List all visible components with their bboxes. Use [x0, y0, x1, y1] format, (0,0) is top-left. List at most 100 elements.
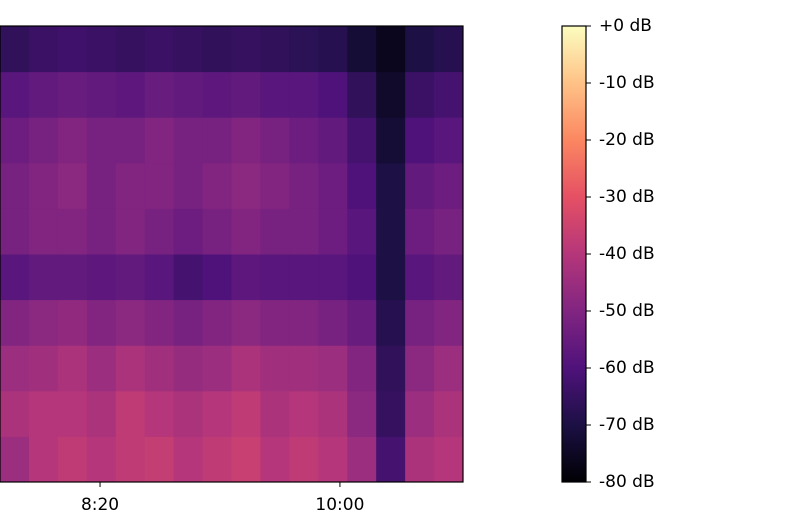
- x-tick-label: 8:20: [81, 495, 119, 515]
- spectrogram-cell: [28, 208, 59, 255]
- colorbar-tick-label: +0 dB: [599, 16, 652, 36]
- spectrogram-cell: [318, 117, 348, 164]
- spectrogram-cell: [434, 71, 464, 118]
- spectrogram-cell: [173, 254, 204, 301]
- spectrogram-cell: [318, 208, 348, 255]
- spectrogram-cell: [289, 26, 319, 73]
- spectrogram-cell: [318, 254, 348, 301]
- spectrogram-cell: [260, 117, 290, 164]
- spectrogram-cell: [231, 254, 261, 301]
- spectrogram-cell: [376, 117, 406, 164]
- spectrogram-cell: [57, 162, 88, 209]
- spectrogram-cell: [57, 117, 88, 164]
- spectrogram-cell: [231, 162, 261, 209]
- spectrogram-cell: [0, 436, 30, 483]
- spectrogram-cell: [434, 208, 464, 255]
- spectrogram-cell: [347, 299, 377, 346]
- spectrogram-cell: [318, 390, 348, 437]
- spectrogram-cell: [86, 208, 117, 255]
- spectrogram-cell: [173, 162, 204, 209]
- spectrogram-cell: [115, 299, 146, 346]
- spectrogram-cell: [405, 162, 435, 209]
- spectrogram-cell: [405, 254, 435, 301]
- spectrogram-cell: [28, 345, 59, 392]
- spectrogram-cell: [289, 117, 319, 164]
- spectrogram-cell: [260, 254, 290, 301]
- spectrogram-cell: [86, 254, 117, 301]
- spectrogram-cell: [202, 117, 232, 164]
- spectrogram-cell: [86, 345, 117, 392]
- spectrogram-cell: [0, 117, 30, 164]
- spectrogram-cell: [173, 436, 204, 483]
- x-tick-label: 10:00: [315, 495, 364, 515]
- spectrogram-cell: [144, 117, 175, 164]
- spectrogram-cell: [144, 436, 175, 483]
- spectrogram-cell: [28, 254, 59, 301]
- spectrogram-cell: [28, 299, 59, 346]
- colorbar-tick-label: -70 dB: [599, 415, 655, 435]
- spectrogram-cell: [86, 162, 117, 209]
- spectrogram-cell: [231, 26, 261, 73]
- spectrogram-cell: [115, 208, 146, 255]
- spectrogram-cell: [202, 26, 232, 73]
- spectrogram-cell: [231, 299, 261, 346]
- spectrogram-cell: [231, 208, 261, 255]
- spectrogram-cell: [115, 162, 146, 209]
- spectrogram-cell: [202, 345, 232, 392]
- spectrogram-cell: [289, 390, 319, 437]
- spectrogram-cell: [405, 208, 435, 255]
- spectrogram-cell: [173, 299, 204, 346]
- spectrogram-cell: [115, 71, 146, 118]
- colorbar-tick-label: -60 dB: [599, 358, 655, 378]
- spectrogram-cell: [57, 299, 88, 346]
- spectrogram-cell: [376, 162, 406, 209]
- spectrogram-cell: [376, 299, 406, 346]
- spectrogram-cell: [202, 254, 232, 301]
- spectrogram-cell: [144, 254, 175, 301]
- spectrogram-cell: [405, 436, 435, 483]
- spectrogram-cell: [260, 436, 290, 483]
- colorbar-tick-label: -10 dB: [599, 73, 655, 93]
- spectrogram-cell: [115, 26, 146, 73]
- spectrogram-cell: [434, 299, 464, 346]
- spectrogram-cell: [434, 436, 464, 483]
- spectrogram-cell: [28, 162, 59, 209]
- spectrogram-cell: [57, 436, 88, 483]
- spectrogram-cell: [347, 208, 377, 255]
- spectrogram-cell: [28, 71, 59, 118]
- spectrogram-cell: [231, 71, 261, 118]
- spectrogram-cell: [173, 26, 204, 73]
- spectrogram-cell: [376, 390, 406, 437]
- spectrogram-cell: [0, 208, 30, 255]
- spectrogram-cell: [376, 436, 406, 483]
- spectrogram-cell: [289, 436, 319, 483]
- spectrogram-cell: [318, 162, 348, 209]
- spectrogram-cell: [260, 71, 290, 118]
- spectrogram-cell: [376, 26, 406, 73]
- spectrogram-cell: [405, 26, 435, 73]
- plot-frame: [0, 25, 464, 483]
- spectrogram-cell: [202, 390, 232, 437]
- colorbar-tick-label: -40 dB: [599, 244, 655, 264]
- colorbar-tick-label: -30 dB: [599, 187, 655, 207]
- spectrogram-cell: [260, 345, 290, 392]
- spectrogram-cell: [0, 254, 30, 301]
- spectrogram-cell: [202, 71, 232, 118]
- spectrogram-cell: [260, 26, 290, 73]
- spectrogram-cell: [289, 71, 319, 118]
- spectrogram-cell: [376, 345, 406, 392]
- spectrogram-cell: [28, 390, 59, 437]
- spectrogram-cell: [0, 162, 30, 209]
- spectrogram-cell: [289, 299, 319, 346]
- spectrogram-cell: [0, 345, 30, 392]
- spectrogram-cell: [318, 71, 348, 118]
- spectrogram-cell: [434, 345, 464, 392]
- spectrogram-cell: [231, 117, 261, 164]
- spectrogram-cell: [0, 390, 30, 437]
- spectrogram-cell: [231, 390, 261, 437]
- spectrogram-cell: [260, 208, 290, 255]
- colorbar-tick-label: -80 dB: [599, 472, 655, 492]
- spectrogram-cell: [57, 254, 88, 301]
- spectrogram-cell: [115, 117, 146, 164]
